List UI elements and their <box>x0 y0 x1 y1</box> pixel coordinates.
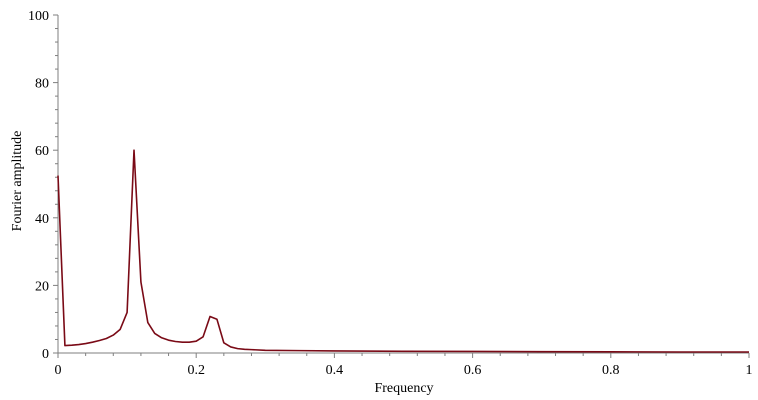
x-axis-title: Frequency <box>374 381 433 396</box>
plot-area <box>57 149 749 353</box>
ticks: 0 20 40 60 80 100 0 0.2 0.4 0.6 0.8 1 <box>28 9 753 378</box>
x-tick-label: 0 <box>55 363 62 378</box>
y-tick-label: 0 <box>42 347 49 362</box>
x-tick-label: 1 <box>746 363 753 378</box>
y-axis-title: Fourier amplitude <box>10 131 25 232</box>
amplitude-series-line <box>57 149 749 353</box>
x-tick-label: 0.2 <box>187 363 205 378</box>
y-tick-label: 40 <box>35 212 49 227</box>
y-tick-label: 20 <box>35 279 49 294</box>
x-tick-label: 0.6 <box>464 363 482 378</box>
x-tick-label: 0.8 <box>602 363 620 378</box>
axes <box>57 15 749 354</box>
y-tick-label: 60 <box>35 144 49 159</box>
x-tick-label: 0.4 <box>326 363 344 378</box>
y-tick-label: 80 <box>35 77 49 92</box>
y-tick-label: 100 <box>28 9 49 24</box>
